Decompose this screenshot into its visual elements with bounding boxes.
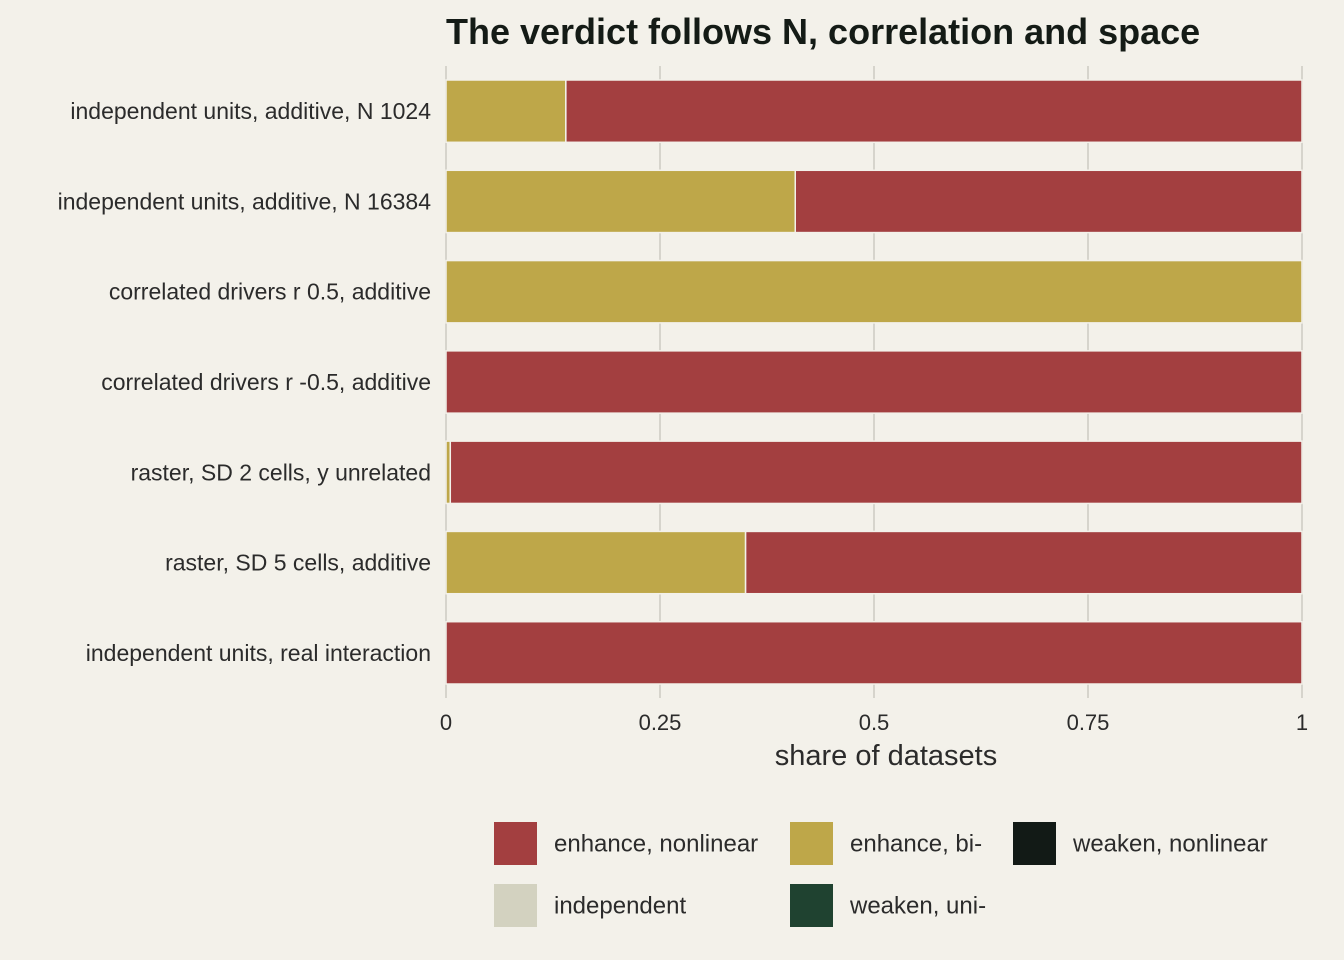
legend-swatch bbox=[1013, 822, 1056, 865]
x-tick-labels: 0 0.25 0.5 0.75 1 bbox=[440, 710, 1308, 735]
category-label: raster, SD 2 cells, y unrelated bbox=[131, 459, 431, 485]
x-axis-title: share of datasets bbox=[775, 740, 997, 772]
chart-title: The verdict follows N, correlation and s… bbox=[446, 11, 1200, 52]
category-label: correlated drivers r -0.5, additive bbox=[101, 369, 431, 395]
legend-swatch bbox=[790, 822, 833, 865]
bar-segment bbox=[744, 530, 1303, 595]
bar-segment bbox=[445, 620, 1303, 685]
x-tick-label: 0 bbox=[440, 710, 452, 735]
category-label: correlated drivers r 0.5, additive bbox=[109, 279, 431, 305]
x-tick-label: 0.75 bbox=[1067, 710, 1110, 735]
bar-segment bbox=[445, 169, 796, 234]
bar-segment bbox=[565, 79, 1303, 144]
x-tick-label: 1 bbox=[1296, 710, 1308, 735]
category-label: independent units, additive, N 16384 bbox=[58, 188, 432, 214]
legend-label: independent bbox=[554, 893, 686, 920]
bar-segment bbox=[445, 79, 567, 144]
legend-swatch bbox=[790, 884, 833, 927]
legend-label: weaken, nonlinear bbox=[1072, 831, 1268, 858]
x-tick-label: 0.5 bbox=[859, 710, 890, 735]
x-tick-label: 0.25 bbox=[639, 710, 682, 735]
legend-label: enhance, bi- bbox=[850, 831, 982, 858]
category-label: independent units, real interaction bbox=[86, 640, 431, 666]
legend-swatch bbox=[494, 884, 537, 927]
legend-label: enhance, nonlinear bbox=[554, 831, 758, 858]
bar-segment bbox=[445, 350, 1303, 414]
bar-segment bbox=[449, 440, 1303, 505]
category-label: raster, SD 5 cells, additive bbox=[165, 550, 431, 576]
category-label: independent units, additive, N 1024 bbox=[70, 98, 431, 124]
bars bbox=[445, 79, 1303, 685]
bar-segment bbox=[445, 530, 747, 595]
bar-segment bbox=[445, 259, 1303, 324]
category-labels: independent units, additive, N 1024 indep… bbox=[58, 98, 432, 666]
legend-swatch bbox=[494, 822, 537, 865]
legend-label: weaken, uni- bbox=[849, 893, 986, 920]
bar-segment bbox=[794, 169, 1303, 234]
legend: enhance, nonlinear enhance, bi-weaken, no… bbox=[494, 822, 1268, 927]
